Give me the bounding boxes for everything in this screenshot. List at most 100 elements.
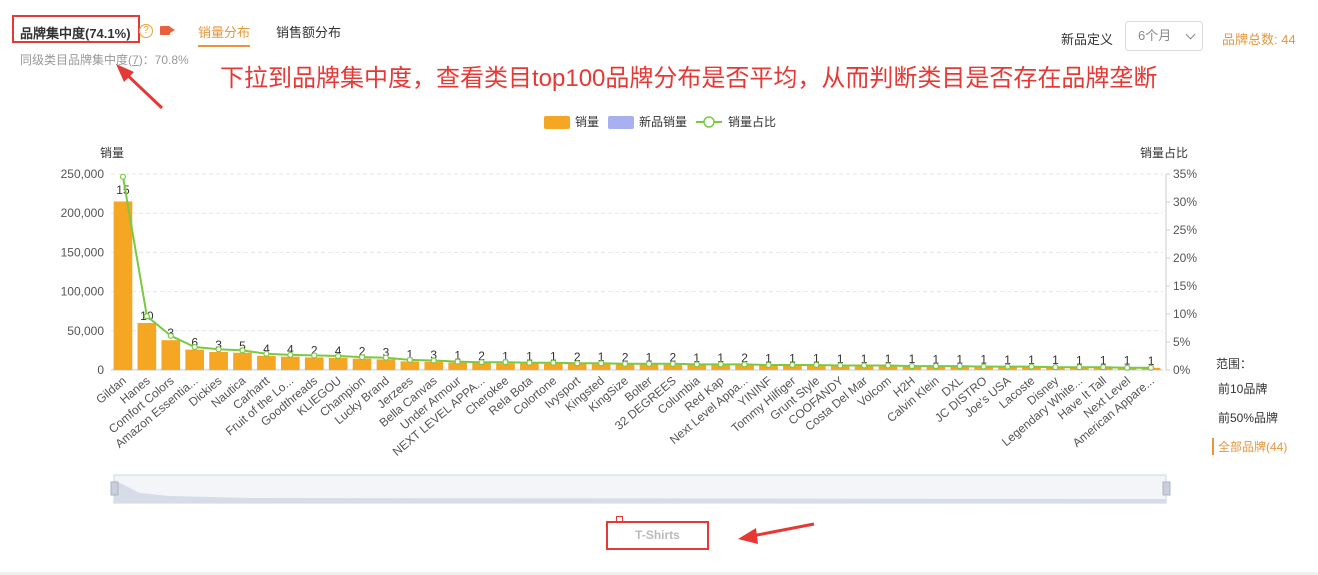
bar[interactable] <box>376 359 396 370</box>
share-point[interactable] <box>430 357 437 364</box>
category-label[interactable]: T-Shirts <box>635 528 680 542</box>
y2-tick-label: 0% <box>1173 363 1191 377</box>
legend-label-volume[interactable]: 销量 <box>575 115 599 129</box>
bar[interactable] <box>615 364 635 370</box>
share-point[interactable] <box>263 350 270 357</box>
share-point[interactable] <box>861 362 868 369</box>
bar-data-label: 4 <box>335 344 342 358</box>
bar[interactable] <box>400 361 420 370</box>
share-point[interactable] <box>956 362 963 370</box>
share-point[interactable] <box>1147 364 1155 371</box>
bar[interactable] <box>209 351 228 370</box>
share-point[interactable] <box>287 351 294 358</box>
share-point[interactable] <box>645 360 653 367</box>
share-point[interactable] <box>789 361 796 369</box>
bar[interactable] <box>543 363 563 370</box>
share-point[interactable] <box>741 361 748 368</box>
share-point[interactable] <box>239 347 246 354</box>
legend-swatch-new-volume[interactable] <box>608 116 634 129</box>
new-definition-label: 新品定义 <box>1061 32 1114 47</box>
share-point[interactable] <box>1076 364 1083 371</box>
share-point[interactable] <box>1124 364 1131 371</box>
period-select[interactable]: 6个月 <box>1125 21 1203 51</box>
peer-link[interactable]: 7 <box>132 53 139 67</box>
bar[interactable] <box>280 356 300 370</box>
help-icon[interactable]: ? <box>139 24 153 38</box>
bar[interactable] <box>567 363 587 370</box>
bar-data-label: 2 <box>622 350 629 364</box>
share-point[interactable] <box>167 332 174 339</box>
bar[interactable] <box>472 362 491 370</box>
share-point[interactable] <box>335 352 342 360</box>
share-point[interactable] <box>191 343 198 351</box>
share-point[interactable] <box>382 354 390 361</box>
legend-label-share[interactable]: 销量占比 <box>728 114 776 129</box>
range-top10[interactable]: 前10品牌 <box>1218 382 1268 396</box>
zoom-handle-left[interactable] <box>110 481 119 496</box>
tab-sales-distribution[interactable]: 销售额分布 <box>276 25 342 40</box>
bar[interactable] <box>663 364 683 370</box>
share-point[interactable] <box>574 360 581 367</box>
bar[interactable] <box>304 357 324 370</box>
share-point[interactable] <box>837 362 844 369</box>
bar[interactable] <box>352 358 372 370</box>
video-icon[interactable] <box>160 26 175 35</box>
bar[interactable] <box>448 362 468 370</box>
tab-volume-distribution[interactable]: 销量分布 <box>198 22 251 47</box>
peer-value: )：70.8% <box>138 53 189 67</box>
share-point[interactable] <box>478 359 485 366</box>
y2-axis-title: 销量占比 <box>1140 145 1188 160</box>
share-point[interactable] <box>1004 363 1011 370</box>
bar[interactable] <box>233 352 252 370</box>
share-point[interactable] <box>311 352 318 359</box>
share-point[interactable] <box>1028 363 1035 370</box>
range-all-brands[interactable]: 全部品牌(44) <box>1212 438 1287 455</box>
bar[interactable] <box>735 365 754 370</box>
bar[interactable] <box>520 363 539 370</box>
y2-tick-label: 25% <box>1173 223 1197 237</box>
share-point[interactable] <box>1052 364 1059 371</box>
share-point[interactable] <box>813 361 820 369</box>
bar[interactable] <box>328 357 348 370</box>
legend-swatch-volume[interactable] <box>544 116 570 129</box>
bar[interactable] <box>639 364 659 370</box>
bar[interactable] <box>137 322 157 370</box>
share-point[interactable] <box>621 360 629 367</box>
share-point[interactable] <box>215 346 222 353</box>
share-point[interactable] <box>119 173 127 180</box>
range-label: 范围： <box>1216 357 1253 371</box>
share-point[interactable] <box>980 363 987 370</box>
share-point[interactable] <box>454 358 461 365</box>
share-point[interactable] <box>502 359 509 366</box>
share-point[interactable] <box>908 362 916 370</box>
share-point[interactable] <box>669 360 676 367</box>
share-point[interactable] <box>765 361 772 369</box>
annotation-text: 下拉到品牌集中度，查看类目top100品牌分布是否平均，从而判断类目是否存在品牌… <box>220 65 1158 92</box>
share-point[interactable] <box>550 359 557 366</box>
bar[interactable] <box>424 361 444 370</box>
chart-legend[interactable]: 销量 新品销量 销量占比 <box>544 114 776 129</box>
share-point[interactable] <box>358 354 366 361</box>
bar[interactable] <box>496 363 515 370</box>
range-top50pct[interactable]: 前50%品牌 <box>1218 411 1279 425</box>
share-point[interactable] <box>598 360 605 367</box>
bar[interactable] <box>591 364 611 370</box>
share-point[interactable] <box>526 359 533 366</box>
legend-marker-share[interactable] <box>703 116 715 128</box>
bar[interactable] <box>185 349 205 370</box>
share-point[interactable] <box>693 361 700 368</box>
bar[interactable] <box>161 340 181 370</box>
share-point[interactable] <box>932 362 939 370</box>
legend-label-new-volume[interactable]: 新品销量 <box>639 114 687 129</box>
y-tick-label: 100,000 <box>61 285 105 299</box>
share-point[interactable] <box>717 361 724 368</box>
share-point[interactable] <box>406 356 413 364</box>
bar[interactable] <box>113 201 133 370</box>
share-point[interactable] <box>1100 364 1107 371</box>
bar[interactable] <box>257 355 276 370</box>
zoom-handle-right[interactable] <box>1162 481 1171 496</box>
share-point[interactable] <box>143 313 150 320</box>
share-point[interactable] <box>884 362 892 369</box>
zoom-slider[interactable] <box>110 474 1171 504</box>
